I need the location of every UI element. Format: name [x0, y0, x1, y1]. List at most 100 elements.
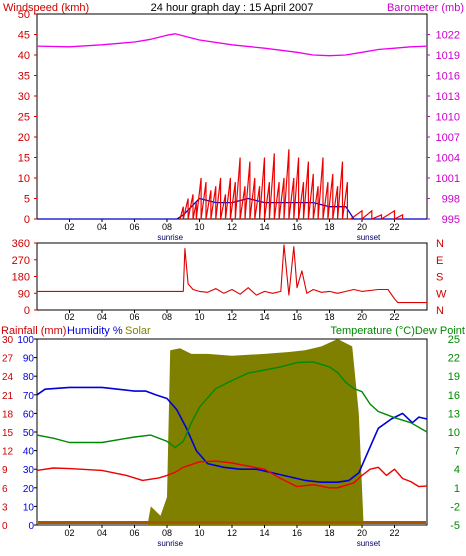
compass-label: N: [436, 305, 444, 317]
dir-tick-label: 360: [12, 238, 30, 250]
plot-series: [36, 33, 428, 525]
wind-tick-label: 30: [18, 91, 30, 103]
dir-tick-label: 90: [18, 288, 30, 300]
temp-tick-label: 16: [448, 390, 460, 402]
humidity-tick-label: 0: [28, 521, 34, 532]
compass-label: S: [436, 272, 443, 284]
x-tick-label: 16: [292, 312, 302, 322]
x-tick-label: 10: [194, 222, 204, 232]
wind-tick-label: 40: [18, 50, 30, 62]
temp-tick-label: 10: [448, 427, 460, 439]
humidity-series: [36, 386, 428, 484]
x-tick-label: 02: [64, 312, 74, 322]
wind-direction-series: [37, 244, 427, 304]
wind-tick-label: 25: [18, 112, 30, 124]
x-tick-label: 20: [357, 222, 367, 232]
barometer-series: [36, 33, 428, 57]
x-tick-label: 04: [97, 528, 107, 538]
temp-axis-title: Temperature (°C)Dew Point: [330, 325, 465, 337]
sunrise-label: sunrise: [157, 539, 183, 548]
temp-tick-label: 25: [448, 334, 460, 346]
rain-tick-label: 24: [2, 372, 14, 383]
temp-tick-label: 7: [454, 446, 460, 458]
baro-tick-label: 998: [442, 194, 460, 206]
baro-tick-label: 1013: [436, 91, 460, 103]
rain-tick-label: 18: [2, 409, 14, 420]
x-tick-label: 10: [194, 528, 204, 538]
dew-point-series: [36, 460, 428, 489]
baro-tick-label: 1016: [436, 71, 460, 83]
rain-tick-label: 15: [2, 428, 14, 439]
x-tick-label: 08: [162, 222, 172, 232]
temp-tick-label: -2: [450, 501, 460, 513]
compass-label: N: [436, 238, 444, 250]
x-tick-label: 14: [259, 528, 269, 538]
rainfall-series: [38, 521, 426, 524]
x-tick-label: 04: [97, 312, 107, 322]
sunset-label: sunset: [357, 539, 381, 548]
wind-axis-title: Windspeed (kmh): [3, 2, 89, 14]
rain-tick-label: 21: [2, 391, 14, 402]
temp-tick-label: 4: [454, 464, 460, 476]
x-tick-label: 20: [357, 528, 367, 538]
sunrise-label: sunrise: [157, 233, 183, 242]
rain-tick-label: 0: [2, 521, 8, 532]
humidity-tick-label: 100: [17, 335, 34, 346]
x-tick-label: 16: [292, 528, 302, 538]
temp-tick-label: 13: [448, 408, 460, 420]
wind-tick-label: 10: [18, 173, 30, 185]
dir-tick-label: 180: [12, 272, 30, 284]
baro-tick-label: 1019: [436, 50, 460, 62]
wind-tick-label: 0: [24, 214, 30, 226]
wind-tick-label: 45: [18, 30, 30, 42]
x-tick-label: 06: [129, 528, 139, 538]
x-tick-label: 18: [324, 528, 334, 538]
humidity-tick-label: 90: [23, 354, 35, 365]
wind-tick-label: 20: [18, 132, 30, 144]
temperature-series: [36, 361, 428, 449]
dir-tick-label: 270: [12, 255, 30, 267]
legend-solar: Solar: [125, 325, 151, 337]
baro-tick-label: 995: [442, 214, 460, 226]
x-tick-label: 22: [389, 222, 399, 232]
x-tick-label: 08: [162, 528, 172, 538]
baro-tick-label: 1004: [436, 153, 460, 165]
legend-humidity: Humidity %: [67, 325, 123, 337]
rain-tick-label: 27: [2, 354, 14, 365]
temp-tick-label: 1: [454, 483, 460, 495]
solar-area: [37, 339, 427, 525]
wind-gust-series: [179, 149, 404, 221]
baro-tick-label: 1022: [436, 30, 460, 42]
x-tick-label: 22: [389, 312, 399, 322]
wind-direction-panel: [36, 242, 428, 311]
x-tick-label: 20: [357, 312, 367, 322]
humidity-tick-label: 40: [23, 447, 35, 458]
x-tick-label: 18: [324, 222, 334, 232]
temp-tick-label: -5: [450, 520, 460, 532]
humidity-tick-label: 30: [23, 465, 35, 476]
rain-tick-label: 30: [2, 335, 14, 346]
compass-label: E: [436, 255, 443, 267]
x-tick-label: 12: [227, 528, 237, 538]
baro-tick-label: 1010: [436, 112, 460, 124]
x-tick-label: 14: [259, 312, 269, 322]
rain-axis-title: Rainfall (mm): [1, 325, 66, 337]
rain-tick-label: 9: [2, 465, 8, 476]
rain-tick-label: 12: [2, 447, 14, 458]
x-tick-label: 06: [129, 312, 139, 322]
compass-label: W: [436, 288, 447, 300]
wind-tick-label: 5: [24, 194, 30, 206]
x-tick-label: 22: [389, 528, 399, 538]
x-tick-label: 08: [162, 312, 172, 322]
humidity-tick-label: 20: [23, 484, 35, 495]
wind-tick-label: 35: [18, 71, 30, 83]
dir-tick-label: 0: [24, 305, 30, 317]
x-tick-label: 14: [259, 222, 269, 232]
wind-tick-label: 50: [18, 9, 30, 21]
x-tick-label: 16: [292, 222, 302, 232]
chart-title: 24 hour graph day : 15 April 2007: [151, 2, 314, 14]
rain-tick-label: 3: [2, 502, 8, 513]
temp-tick-label: 22: [448, 353, 460, 365]
